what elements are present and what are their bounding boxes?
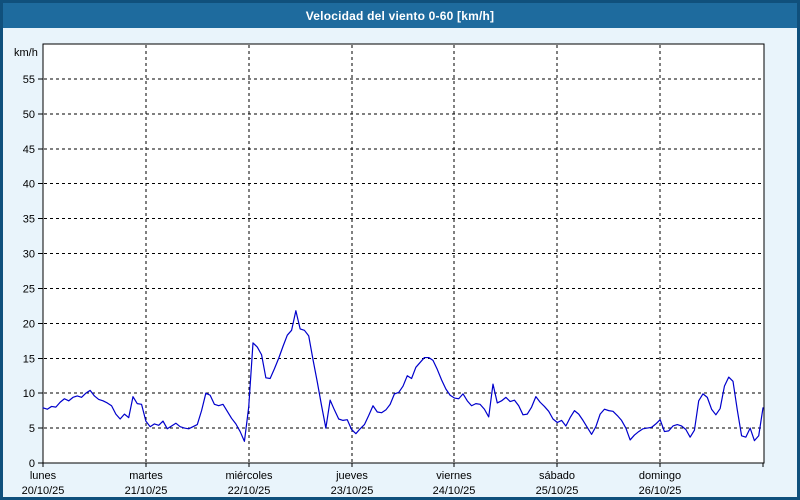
y-axis-unit-label: km/h [14,47,38,59]
day-name-label: martes [129,470,163,482]
day-date-label: 20/10/25 [22,485,65,497]
title-bar: Velocidad del viento 0-60 [km/h] [3,3,797,28]
y-tick-label: 25 [23,283,35,295]
day-date-label: 26/10/25 [639,485,682,497]
y-tick-label: 0 [29,458,35,470]
day-name-label: domingo [639,470,681,482]
y-tick-label: 20 [23,318,35,330]
y-tick-label: 55 [23,74,35,86]
day-date-label: 22/10/25 [228,485,271,497]
y-tick-label: 30 [23,249,35,261]
y-tick-label: 5 [29,423,35,435]
day-date-label: 25/10/25 [536,485,579,497]
day-name-label: lunes [30,470,57,482]
day-name-label: viernes [436,470,472,482]
page-title: Velocidad del viento 0-60 [km/h] [305,8,495,23]
wind-chart: 0 5 10 15 20 25 30 35 40 45 50 55 km/h lunes 20/10/25 m… [14,43,765,497]
day-date-label: 23/10/25 [331,485,374,497]
day-name-label: sábado [539,470,575,482]
y-tick-label: 40 [23,179,35,191]
y-tick-label: 35 [23,214,35,226]
wind-speed-line [42,310,764,442]
day-name-label: jueves [335,470,368,482]
plot-box [42,43,765,464]
y-tick-label: 15 [23,353,35,365]
day-date-label: 21/10/25 [125,485,168,497]
y-tick-label: 45 [23,144,35,156]
y-tick-label: 10 [23,388,35,400]
day-name-label: miércoles [225,470,273,482]
y-tick-label: 50 [23,109,35,121]
chart-area: 0 5 10 15 20 25 30 35 40 45 50 55 km/h lunes 20/10/25 m… [3,28,797,497]
day-date-label: 24/10/25 [433,485,476,497]
